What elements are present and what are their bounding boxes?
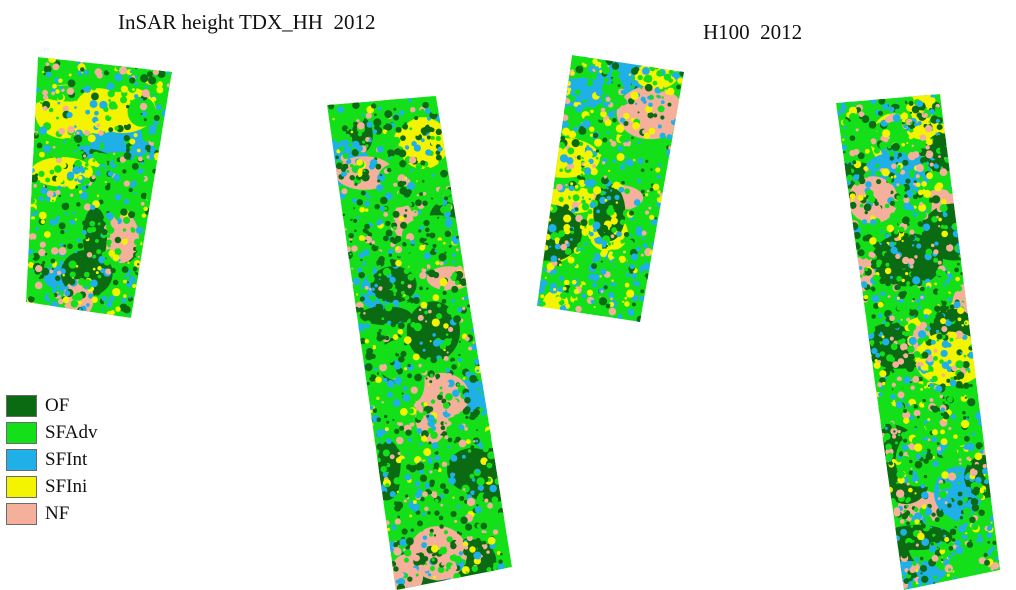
legend-item-nf: NF: [6, 500, 97, 527]
legend-label-sfini: SFIni: [45, 475, 88, 497]
legend-label-sfint: SFInt: [45, 448, 88, 470]
legend-item-sfini: SFIni: [6, 473, 97, 500]
map-left-small-strip: [26, 57, 172, 318]
legend-swatch-sfint: [6, 448, 37, 471]
legend-item-sfadv: SFAdv: [6, 419, 97, 446]
map-right-small-strip: [537, 55, 684, 322]
legend-item-sfint: SFInt: [6, 446, 97, 473]
legend-swatch-of: [6, 394, 37, 417]
legend-swatch-nf: [6, 502, 37, 525]
map-title-left: InSAR height TDX_HH 2012: [118, 10, 376, 34]
legend-swatch-sfini: [6, 475, 37, 498]
legend-label-of: OF: [45, 394, 70, 416]
map-left-tall-strip: [327, 96, 512, 590]
legend-item-of: OF: [6, 392, 97, 419]
legend-label-sfadv: SFAdv: [45, 421, 98, 443]
legend: OF SFAdv SFInt SFIni NF: [6, 392, 97, 527]
legend-swatch-sfadv: [6, 421, 37, 444]
legend-label-nf: NF: [45, 502, 70, 524]
map-right-tall-strip: [836, 94, 1000, 590]
map-title-right: H100 2012: [703, 20, 803, 44]
